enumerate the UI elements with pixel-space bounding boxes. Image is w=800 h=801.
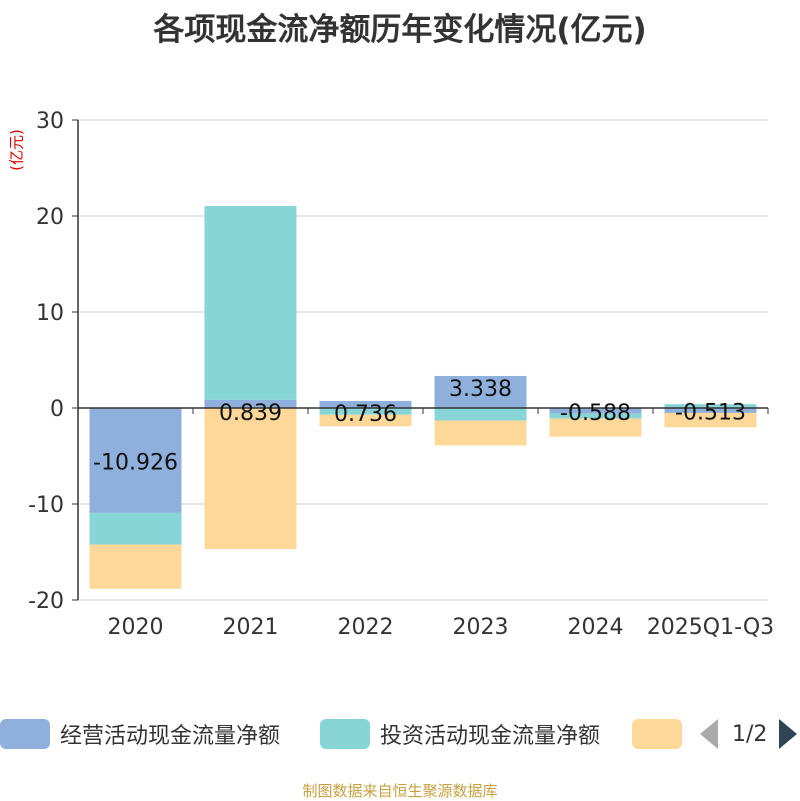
bar-financing [204, 408, 297, 550]
source-footer: 制图数据来自恒生聚源数据库 [302, 782, 498, 800]
legend-item-investing[interactable]: 投资活动现金流量净额 [320, 714, 600, 754]
legend-swatch-financing [632, 719, 682, 749]
bar-operating [204, 399, 297, 408]
bar-investing [549, 413, 642, 419]
legend-page-indicator: 1/2 [732, 721, 768, 747]
bar-financing [89, 544, 182, 589]
x-tick-label: 2020 [108, 615, 164, 640]
chart-title: 各项现金流净额历年变化情况(亿元) [153, 12, 647, 48]
bar-operating [664, 408, 757, 413]
bar-financing [434, 420, 527, 446]
legend-swatch-investing [320, 719, 370, 749]
legend-prev-page-icon[interactable] [700, 719, 718, 749]
bar-financing [319, 414, 412, 427]
legend-item-financing[interactable] [632, 714, 682, 754]
data-labels: -10.926 0.839 0.736 3.338 -0.588 -0.513 [93, 377, 746, 475]
data-label: -10.926 [93, 450, 178, 475]
x-tick-label: 2021 [223, 615, 279, 640]
legend-pager: 1/2 [700, 714, 798, 754]
data-label: -0.513 [675, 400, 746, 425]
bar-investing [319, 408, 412, 415]
legend-swatch-operating [0, 719, 50, 749]
legend-label-operating: 经营活动现金流量净额 [60, 724, 281, 749]
y-tick-label: 10 [36, 301, 64, 326]
x-tick-label: 2022 [338, 615, 394, 640]
bar-operating [319, 400, 412, 408]
bar-investing [434, 408, 527, 421]
x-tick-label: 2024 [568, 615, 624, 640]
data-label: 0.839 [219, 401, 282, 426]
legend: 经营活动现金流量净额 投资活动现金流量净额 1/2 [0, 714, 800, 754]
legend-item-operating[interactable]: 经营活动现金流量净额 [0, 714, 280, 754]
y-tick-label: -10 [28, 493, 64, 518]
grid-lines [78, 119, 768, 601]
bar-investing [204, 206, 297, 400]
y-tick-label: -20 [28, 589, 64, 614]
y-tick-label: 30 [36, 109, 64, 134]
bar-operating [89, 408, 182, 513]
bar-investing [89, 512, 182, 545]
data-label: 0.736 [334, 402, 397, 427]
bar-operating [549, 408, 642, 414]
y-tick-label: 0 [50, 397, 64, 422]
bar-operating [434, 375, 527, 408]
y-tick-label: 20 [36, 205, 64, 230]
bars [89, 206, 757, 589]
bar-chart: 30 20 10 0 -10 -20 2020 2021 2022 2023 2024 2025Q1-… [28, 109, 774, 640]
legend-next-page-icon[interactable] [779, 719, 798, 749]
data-label: 3.338 [449, 377, 512, 402]
bar-financing [549, 418, 642, 437]
x-tick-label: 2025Q1-Q3 [647, 615, 774, 640]
axes: 30 20 10 0 -10 -20 2020 2021 2022 2023 2024 2025Q1-… [28, 109, 774, 640]
legend-label-investing: 投资活动现金流量净额 [380, 724, 601, 749]
x-tick-label: 2023 [453, 615, 509, 640]
bar-financing [664, 412, 757, 428]
bar-investing [664, 404, 757, 408]
data-label: -0.588 [560, 401, 631, 426]
